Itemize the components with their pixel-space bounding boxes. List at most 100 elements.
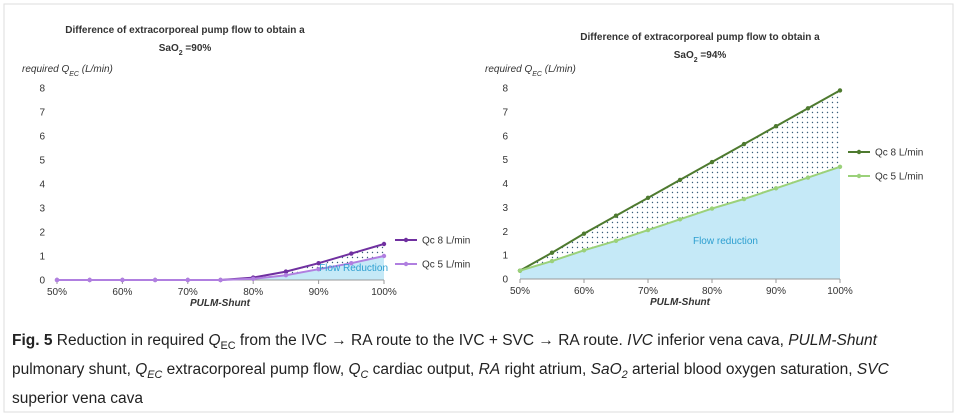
x-tick-label: 70% (178, 287, 198, 298)
point (613, 238, 619, 243)
caption-run: cardiac output, (368, 361, 479, 379)
text-run: (L/min) (542, 64, 576, 75)
point (741, 141, 747, 147)
annotation: Flow reduction (693, 236, 758, 247)
x-axis-label: PULM-Shunt (650, 297, 711, 308)
legend-marker (403, 261, 409, 267)
text-run: =90% (183, 43, 212, 54)
point (517, 268, 523, 273)
caption-run: Fig. 5 (12, 332, 53, 349)
text-run: Difference of extracorporeal pump flow t… (580, 32, 820, 43)
text-run: (L/min) (79, 64, 113, 75)
caption-run: PULM-Shunt (788, 332, 877, 349)
point (645, 195, 651, 201)
chart-title: Difference of extracorporeal pump flow t… (580, 32, 820, 43)
text-run: =94% (698, 50, 727, 61)
point (837, 88, 843, 93)
point (152, 277, 158, 283)
legend-marker (856, 173, 862, 179)
point (549, 258, 555, 264)
caption-run: inferior vena cava, (652, 332, 789, 349)
y-tick-label: 4 (39, 180, 45, 191)
point (837, 164, 843, 169)
figure-border (3, 3, 954, 413)
text-run: EC (532, 71, 543, 78)
text-run: EC (69, 71, 80, 78)
legend-label: Qc 8 L/min (422, 236, 470, 247)
point (381, 253, 387, 259)
caption-run: pulmonary shunt, (12, 361, 136, 379)
point (54, 277, 60, 283)
caption-run: superior vena cava (12, 390, 143, 408)
point (741, 196, 747, 202)
reduction-area (520, 166, 840, 279)
point (709, 206, 715, 211)
legend-label: Qc 5 L/min (875, 172, 923, 183)
legend-marker (403, 237, 409, 243)
y-tick-label: 0 (502, 275, 508, 286)
x-tick-label: 100% (371, 287, 397, 298)
chart-title: Difference of extracorporeal pump flow t… (65, 25, 305, 36)
y-tick-label: 8 (39, 84, 45, 95)
point (316, 267, 321, 272)
point (677, 217, 683, 222)
reduction-area (57, 256, 384, 280)
caption-run: extracorporeal pump flow, (162, 361, 349, 379)
point (120, 277, 125, 283)
caption-run: from the IVC → RA route to the IVC + SVC… (235, 332, 628, 349)
caption-run: EC (220, 340, 236, 353)
point (581, 231, 587, 236)
caption-run: 2 (621, 369, 628, 382)
y-tick-label: 7 (39, 108, 45, 119)
point (613, 213, 619, 218)
text-run: Difference of extracorporeal pump flow t… (65, 25, 305, 36)
x-tick-label: 70% (638, 286, 658, 297)
point (773, 186, 779, 191)
point (218, 277, 223, 283)
text-run: 2 (179, 50, 183, 57)
point (349, 251, 354, 256)
y-tick-label: 2 (502, 227, 508, 238)
x-tick-label: 80% (702, 286, 722, 297)
point (381, 241, 387, 247)
text-run: SaO (674, 50, 694, 61)
caption-run: SaO (590, 361, 622, 379)
caption-run: IVC (627, 332, 653, 349)
point (805, 106, 811, 111)
text-run: required Q (485, 64, 532, 75)
x-tick-label: 50% (510, 286, 530, 297)
y-tick-label: 6 (502, 131, 508, 142)
y-axis-label: required QEC (L/min) (22, 64, 113, 78)
caption-run: arterial blood oxygen saturation, (627, 361, 857, 379)
annotation: Flow Reduction (319, 263, 388, 274)
y-tick-label: 7 (502, 107, 508, 118)
caption-run: SVC (856, 361, 889, 379)
legend-label: Qc 8 L/min (875, 148, 923, 159)
point (677, 177, 683, 183)
caption-run: Reduction in required (52, 332, 209, 349)
y-tick-label: 2 (39, 228, 45, 239)
point (349, 261, 354, 266)
legend-marker (856, 149, 862, 155)
point (645, 227, 651, 233)
point (185, 277, 190, 283)
legend-label: Qc 5 L/min (422, 260, 470, 271)
x-tick-label: 100% (827, 286, 853, 297)
point (316, 261, 321, 266)
point (283, 269, 289, 274)
x-tick-label: 80% (243, 287, 263, 298)
y-tick-label: 6 (39, 132, 45, 143)
difference-hatch (57, 244, 384, 280)
x-tick-label: 90% (309, 287, 329, 298)
y-tick-label: 1 (39, 252, 45, 263)
point (805, 175, 811, 180)
text-run: SaO (159, 43, 179, 54)
x-tick-label: 60% (112, 287, 132, 298)
y-tick-label: 1 (502, 251, 508, 262)
point (581, 248, 587, 253)
y-tick-label: 3 (502, 203, 508, 214)
y-tick-label: 3 (39, 204, 45, 215)
x-axis-label: PULM-Shunt (190, 298, 251, 309)
